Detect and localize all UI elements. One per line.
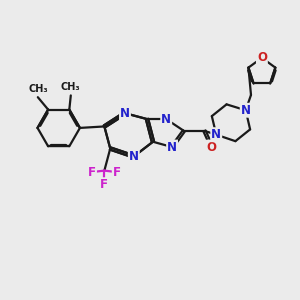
Text: N: N (167, 141, 177, 154)
Text: CH₃: CH₃ (61, 82, 81, 92)
Text: N: N (211, 128, 221, 141)
Text: N: N (129, 150, 139, 163)
Text: F: F (88, 166, 96, 178)
Text: F: F (113, 166, 121, 178)
Text: O: O (207, 141, 217, 154)
Text: O: O (257, 51, 267, 64)
Text: CH₃: CH₃ (28, 84, 48, 94)
Text: N: N (241, 104, 251, 117)
Text: N: N (161, 112, 171, 126)
Text: F: F (100, 178, 108, 191)
Text: N: N (120, 107, 130, 120)
